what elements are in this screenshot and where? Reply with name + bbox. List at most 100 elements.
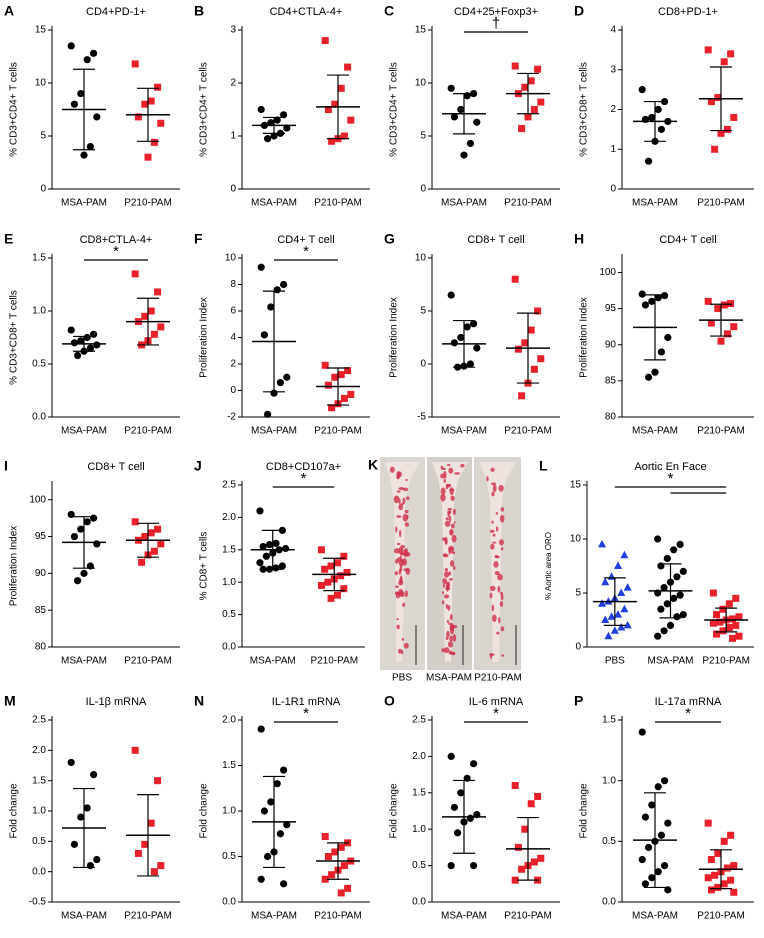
panel-letter: I: [4, 458, 8, 474]
data-point: [141, 100, 149, 108]
chart-title: CD4+ T cell: [659, 234, 716, 246]
lesion: [448, 547, 454, 550]
x-tick-label: P210-PAM: [504, 911, 552, 922]
lesion: [492, 484, 497, 493]
y-tick-label: 10: [415, 78, 427, 89]
data-point: [717, 337, 725, 345]
lesion: [440, 465, 444, 470]
y-tick-label: 1.0: [222, 577, 236, 588]
data-point: [86, 862, 94, 870]
lesion: [489, 585, 496, 591]
lesion: [443, 647, 450, 654]
lesion: [452, 508, 456, 516]
data-point: [280, 880, 288, 888]
data-point: [340, 552, 348, 560]
y-tick-label: 3: [230, 25, 236, 36]
x-tick-label: P210-PAM: [697, 198, 745, 209]
x-tick-label: P210-PAM: [124, 198, 172, 209]
data-point: [327, 594, 335, 602]
data-point: [657, 605, 665, 613]
y-tick-label: 0.5: [222, 609, 236, 620]
data-point: [518, 125, 526, 133]
x-tick-label: MSA-PAM: [250, 656, 296, 667]
data-point: [344, 63, 352, 71]
data-point: [83, 333, 91, 342]
data-point: [648, 113, 656, 122]
data-point: [77, 813, 85, 821]
data-point: [657, 831, 666, 839]
y-tick-label: 2.5: [412, 715, 426, 726]
data-point: [521, 339, 529, 347]
lesion: [440, 487, 446, 495]
data-point: [154, 777, 162, 785]
data-point: [654, 783, 662, 791]
x-tick-label: MSA-PAM: [441, 911, 487, 922]
data-point: [77, 525, 85, 533]
y-tick-label: 2.0: [222, 715, 236, 726]
y-tick-label: -0.5: [29, 897, 47, 908]
chart-title: IL-6 mRNA: [469, 696, 524, 708]
data-point: [83, 56, 91, 64]
panel-letter: D: [574, 3, 584, 19]
data-point: [262, 552, 270, 560]
data-point: [276, 378, 284, 387]
data-point: [518, 865, 526, 873]
x-tick-label: MSA-PAM: [648, 656, 694, 667]
data-point: [648, 801, 656, 809]
data-point: [638, 728, 646, 736]
y-tick-label: 15: [570, 480, 582, 491]
data-point: [651, 368, 659, 376]
data-point: [317, 581, 325, 589]
data-point: [260, 807, 268, 815]
data-point: [337, 84, 345, 92]
chart-title: IL-1β mRNA: [86, 696, 147, 708]
data-point: [614, 561, 623, 569]
y-tick-label: 15: [35, 25, 47, 36]
lesion: [405, 478, 408, 482]
data-point: [735, 613, 743, 621]
data-point: [450, 113, 458, 121]
lesion: [398, 546, 403, 555]
panel-letter: L: [539, 458, 548, 474]
data-point: [272, 539, 280, 547]
lesion: [444, 536, 448, 545]
data-point: [344, 884, 352, 892]
data-point: [470, 320, 478, 328]
y-tick-label: 80: [605, 412, 617, 423]
x-tick-label: PBS: [605, 656, 625, 667]
data-point: [93, 341, 101, 349]
data-point: [278, 562, 286, 570]
lesion: [450, 495, 455, 501]
y-tick-label: 3: [610, 64, 616, 75]
lesion: [449, 625, 455, 631]
data-point: [281, 544, 290, 553]
data-point: [719, 605, 727, 613]
y-tick-label: 0.0: [602, 897, 616, 908]
data-point: [537, 854, 545, 862]
data-point: [67, 758, 75, 767]
data-point: [70, 100, 78, 108]
lesion: [405, 496, 410, 500]
data-point: [154, 83, 162, 91]
lesion: [441, 648, 445, 653]
data-point: [328, 137, 336, 145]
x-tick-label: P210-PAM: [124, 911, 172, 922]
lesion: [490, 482, 497, 486]
data-point: [321, 832, 329, 840]
y-tick-label: 0: [420, 184, 426, 195]
y-tick-label: 0.5: [32, 836, 46, 847]
lesion: [449, 528, 454, 536]
y-tick-label: 0: [40, 184, 46, 195]
lesion: [491, 520, 494, 524]
data-point: [534, 307, 542, 315]
lesion: [489, 653, 495, 656]
data-point: [648, 874, 656, 882]
y-axis-label: % CD8+ T cells: [199, 532, 210, 601]
data-point: [93, 113, 101, 121]
data-point: [347, 390, 355, 398]
lesion: [395, 591, 401, 595]
data-point: [704, 46, 712, 54]
data-point: [150, 868, 158, 876]
data-point: [131, 60, 139, 68]
data-point: [470, 760, 478, 768]
